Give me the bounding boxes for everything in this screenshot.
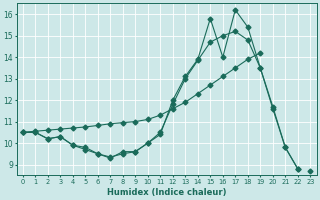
X-axis label: Humidex (Indice chaleur): Humidex (Indice chaleur) [107,188,226,197]
